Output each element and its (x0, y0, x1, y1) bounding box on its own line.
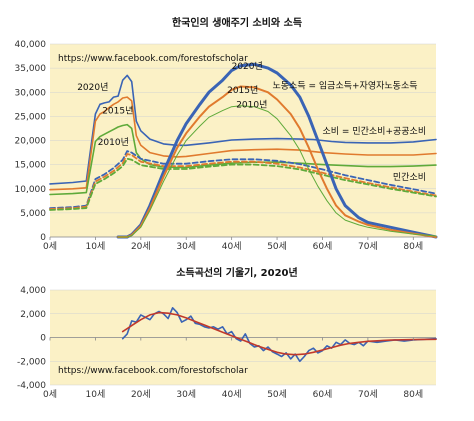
top-x-tick-label: 70세 (358, 241, 378, 252)
bottom-x-tick-labels: 0세 10세 20세 30세 40세 50세 60세 70세 80세 (43, 337, 423, 400)
top-y-tick-label: 0 (40, 233, 46, 243)
top-chart: 0 5,000 10,000 15,000 20,000 25,000 30,000 35,0… (15, 40, 438, 252)
annotation-2020-right: 2020년 (232, 61, 263, 72)
top-x-tick-label: 50세 (267, 241, 287, 252)
bottom-x-tick-label: 60세 (313, 389, 333, 400)
annotation-2020-left: 2020년 (77, 82, 108, 93)
top-y-tick-label: 30,000 (15, 88, 47, 98)
bottom-y-tick-label: 2,000 (20, 310, 46, 320)
top-x-tick-label: 30세 (176, 241, 196, 252)
top-x-tick-labels: 0세 10세 20세 30세 40세 50세 60세 70세 80세 (43, 237, 423, 252)
top-x-tick-label: 40세 (222, 241, 242, 252)
bottom-x-tick-label: 0세 (43, 389, 57, 400)
top-series-private-consumption-2015 (49, 153, 437, 210)
annotation-labor-income: 노동소득 = 임금소득+자영자노동소득 (273, 79, 418, 91)
top-y-tick-labels: 0 5,000 10,000 15,000 20,000 25,000 30,000 35,0… (15, 40, 47, 243)
top-y-tick-label: 15,000 (15, 161, 47, 171)
top-series-private-consumption-2010 (49, 157, 437, 211)
top-y-tick-label: 5,000 (20, 209, 46, 219)
bottom-series-group (121, 307, 437, 363)
top-y-tick-label: 20,000 (15, 137, 47, 147)
bottom-series-trend (121, 311, 437, 356)
top-chart-title: 한국인의 생애주기 소비와 소득 (172, 16, 302, 29)
bottom-x-tick-label: 40세 (222, 389, 242, 400)
top-series-group (49, 62, 438, 239)
bottom-watermark: https://www.facebook.com/forestofscholar (58, 366, 248, 376)
top-x-tick-label: 10세 (86, 241, 106, 252)
annotation-private-consumption: 민간소비 (393, 172, 426, 183)
annotation-2015-right: 2015년 (227, 85, 258, 96)
top-series-labor-income-2020 (116, 62, 438, 239)
bottom-x-tick-label: 10세 (86, 389, 106, 400)
annotation-2010-right: 2010년 (236, 100, 267, 111)
top-watermark: https://www.facebook.com/forestofscholar (58, 54, 248, 64)
top-gridlines (50, 43, 436, 238)
top-annotations: 노동소득 = 임금소득+자영자노동소득 소비 = 민간소비+공공소비 민간소비 … (77, 61, 426, 183)
bottom-y-tick-label: -2,000 (17, 357, 46, 367)
top-y-tick-label: 40,000 (15, 40, 47, 50)
bottom-x-tick-label: 70세 (358, 389, 378, 400)
bottom-y-tick-label: 4,000 (20, 286, 46, 296)
top-x-tick-label: 60세 (313, 241, 333, 252)
top-series-labor-income-2010 (117, 105, 437, 238)
top-y-tick-label: 10,000 (15, 185, 47, 195)
bottom-x-tick-label: 30세 (176, 389, 196, 400)
annotation-2010-left: 2010년 (98, 137, 129, 148)
top-x-tick-label: 80세 (403, 241, 423, 252)
annotation-total-consumption: 소비 = 민간소비+공공소비 (323, 126, 427, 137)
bottom-x-tick-label: 20세 (131, 389, 151, 400)
top-y-tick-label: 35,000 (15, 64, 47, 74)
bottom-chart: -4,000 -2,000 0 2,000 4,000 0세 10세 20세 30세 40세 50… (17, 286, 437, 400)
bottom-y-tick-label: -4,000 (17, 381, 46, 391)
top-series-private-consumption-2020 (49, 150, 437, 209)
bottom-chart-title: 소득곡선의 기울기, 2020년 (176, 266, 297, 279)
top-series-consumption-2020 (49, 74, 437, 185)
annotation-2015-left: 2015년 (102, 106, 133, 117)
top-x-tick-label: 0세 (43, 241, 57, 252)
bottom-x-tick-label: 80세 (403, 389, 423, 400)
top-series-labor-income-2015 (117, 85, 437, 238)
top-series-consumption-2010 (49, 123, 437, 196)
bottom-y-tick-labels: -4,000 -2,000 0 2,000 4,000 (17, 286, 46, 391)
bottom-y-tick-label: 0 (40, 334, 46, 344)
top-y-tick-label: 25,000 (15, 112, 47, 122)
top-series-consumption-2015 (49, 96, 437, 191)
top-x-tick-label: 20세 (131, 241, 151, 252)
bottom-x-tick-label: 50세 (267, 389, 287, 400)
